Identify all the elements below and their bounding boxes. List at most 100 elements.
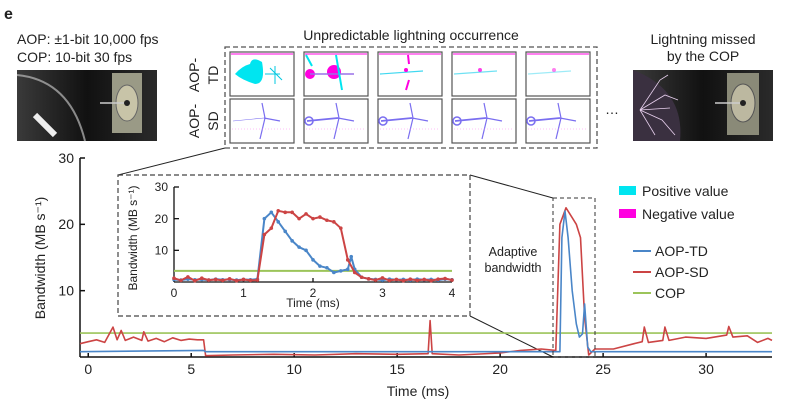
- data-point-aop-sd: [366, 277, 371, 281]
- spec-aop: AOP: ±1-bit 10,000 fps: [17, 31, 159, 47]
- legend-label-positive: Positive value: [642, 183, 729, 199]
- data-point-aop-sd: [332, 220, 336, 224]
- x-tick-label: 0: [84, 361, 92, 377]
- data-point-aop-sd: [297, 216, 301, 221]
- data-point-aop-sd: [311, 216, 315, 221]
- svg-text:TD: TD: [205, 66, 221, 85]
- series-line-aop-sd: [79, 207, 773, 357]
- data-point-aop-td: [269, 210, 274, 215]
- x-tick-label: 30: [698, 361, 714, 377]
- lightning-frame: [451, 98, 517, 144]
- inset-x-label: Time (ms): [286, 296, 340, 310]
- y-tick-label: 10: [58, 283, 74, 299]
- data-point-aop-sd: [373, 278, 378, 282]
- grid-title: Unpredictable lightning occurrence: [303, 27, 519, 43]
- lightning-frame: [525, 98, 591, 144]
- data-point-aop-sd: [179, 278, 183, 283]
- missed-caption-line2: by the COP: [667, 48, 739, 64]
- connector-line: [117, 147, 226, 176]
- lightning-frame: [377, 98, 443, 144]
- data-point-aop-td: [332, 270, 336, 275]
- svg-text:AOP-: AOP-: [186, 58, 202, 93]
- data-point-aop-td: [290, 239, 294, 243]
- lightning-frames-box: [224, 46, 598, 149]
- data-point-aop-sd: [429, 278, 433, 283]
- data-point-aop-td: [262, 216, 267, 221]
- data-point-aop-td: [304, 248, 308, 253]
- inset-y-label: Bandwidth (MB s⁻¹): [126, 185, 140, 290]
- data-point-aop-td: [311, 258, 315, 262]
- data-point-aop-sd: [200, 276, 204, 281]
- legend: Positive value Negative value AOP-TD AOP…: [619, 183, 735, 301]
- inset-box: [117, 174, 471, 317]
- legend-swatch-positive: [619, 186, 636, 195]
- legend-label-aop-sd: AOP-SD: [655, 264, 709, 280]
- data-point-aop-sd: [206, 278, 211, 282]
- legend-swatch-negative: [619, 209, 636, 218]
- connector-line: [469, 174, 554, 199]
- lightning-frame: [229, 98, 295, 144]
- y-tick-label: 30: [58, 150, 74, 166]
- annotation-line1: Adaptive: [489, 245, 538, 259]
- y-tick-label: 20: [155, 212, 169, 226]
- data-point-aop-sd: [387, 278, 392, 283]
- series-line-aop-td: [79, 210, 772, 353]
- data-point-aop-sd: [304, 212, 308, 216]
- lightning-frame: [229, 51, 295, 97]
- data-point-aop-td: [339, 269, 343, 273]
- data-point-aop-sd: [248, 278, 253, 283]
- data-point-aop-sd: [318, 215, 322, 219]
- data-point-aop-sd: [408, 277, 413, 281]
- legend-label-negative: Negative value: [642, 206, 735, 222]
- data-point-aop-td: [276, 220, 281, 224]
- data-point-aop-sd: [213, 277, 218, 282]
- data-point-aop-sd: [262, 232, 267, 237]
- cop-photo-left: [16, 70, 157, 142]
- main-x-label: Time (ms): [387, 383, 449, 399]
- data-point-aop-sd: [290, 210, 294, 215]
- lightning-frame: [377, 51, 443, 97]
- legend-label-aop-td: AOP-TD: [655, 243, 708, 259]
- data-point-aop-sd: [450, 278, 454, 282]
- y-tick-label: 10: [155, 244, 169, 258]
- data-point-aop-sd: [345, 258, 350, 262]
- data-point-aop-td: [297, 245, 301, 249]
- data-point-aop-sd: [241, 277, 246, 282]
- x-tick-label: 4: [449, 286, 456, 300]
- panel-label: e: [4, 6, 13, 23]
- data-point-aop-sd: [394, 277, 399, 282]
- data-point-aop-sd: [227, 277, 232, 281]
- data-point-aop-sd: [415, 278, 420, 283]
- row-label-aop-sd: AOP- SD: [186, 104, 221, 139]
- data-point-aop-sd: [325, 218, 329, 223]
- lightning-thumbnails: [229, 51, 591, 144]
- data-point-aop-sd: [359, 275, 364, 280]
- annotation-line2: bandwidth: [485, 261, 542, 275]
- inset-chart: 10 20 30 0 1 2 3 4: [155, 180, 456, 300]
- cop-photo-right: [633, 70, 773, 141]
- data-point-aop-sd: [436, 277, 440, 281]
- data-point-aop-sd: [276, 208, 281, 213]
- data-point-aop-td: [318, 264, 322, 268]
- missed-caption-line1: Lightning missed: [650, 31, 755, 47]
- x-tick-label: 25: [595, 361, 611, 377]
- x-tick-label: 10: [286, 361, 302, 377]
- legend-label-cop: COP: [655, 285, 685, 301]
- data-point-aop-td: [345, 267, 350, 272]
- data-point-aop-sd: [186, 275, 190, 279]
- x-tick-label: 0: [171, 286, 178, 300]
- data-point-aop-sd: [193, 278, 197, 283]
- data-point-aop-sd: [422, 277, 427, 282]
- data-point-aop-sd: [401, 278, 406, 283]
- data-point-aop-sd: [283, 210, 288, 215]
- data-point-aop-sd: [220, 278, 225, 283]
- data-point-aop-sd: [172, 276, 176, 281]
- x-tick-label: 5: [187, 361, 195, 377]
- data-point-aop-td: [325, 265, 329, 270]
- data-point-aop-sd: [380, 276, 385, 280]
- svg-text:AOP-: AOP-: [186, 104, 202, 139]
- x-tick-label: 2: [310, 286, 317, 300]
- data-point-aop-sd: [269, 226, 274, 230]
